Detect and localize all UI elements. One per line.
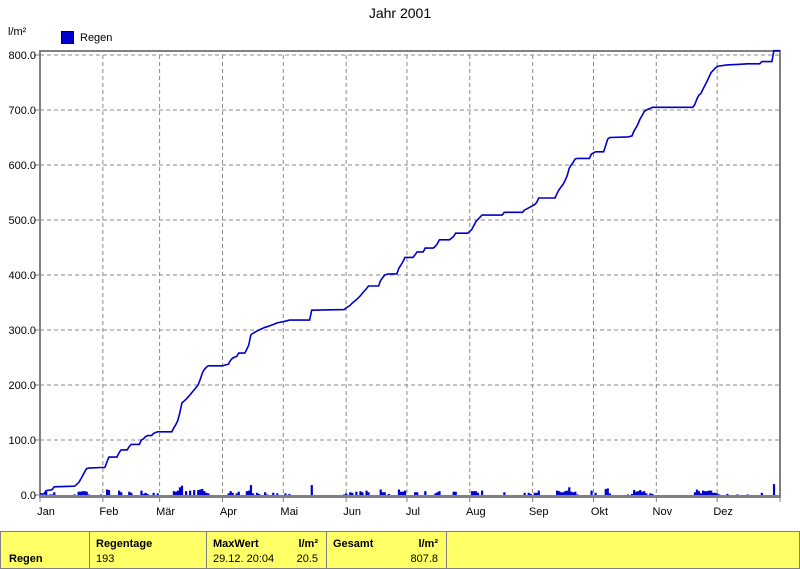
maxwert-value: 20.5 (296, 553, 318, 565)
x-tick-label: Mär (156, 506, 175, 518)
regentage-value: 193 (96, 553, 115, 565)
table-cell-empty (446, 532, 800, 568)
x-tick-label: Jul (406, 506, 420, 518)
table-cell-maxwert: MaxWert l/m² 29.12. 20:04 20.5 (206, 532, 326, 568)
y-tick-label: 700.0 (8, 105, 36, 117)
legend: Regen (61, 31, 112, 44)
legend-blue-square-icon (61, 31, 74, 44)
x-tick-label: Jan (37, 506, 55, 518)
y-tick-label: 0.0 (21, 490, 36, 502)
maxwert-unit-label: l/m² (298, 538, 318, 550)
x-tick-label: Dez (713, 506, 733, 518)
summary-table: Regen Regentage 193 MaxWert l/m² 29.12. … (0, 531, 800, 569)
y-tick-label: 600.0 (8, 160, 36, 172)
y-tick-label: 400.0 (8, 270, 36, 282)
y-tick-label: 800.0 (8, 50, 36, 62)
x-tick-label: Jun (343, 506, 361, 518)
legend-label: Regen (80, 31, 113, 44)
y-tick-label: 200.0 (8, 380, 36, 392)
gesamt-unit-label: l/m² (418, 538, 438, 550)
table-row-label: Regen (9, 553, 43, 565)
x-tick-label: Mai (280, 506, 298, 518)
y-tick-label: 300.0 (8, 325, 36, 337)
gesamt-header: Gesamt (333, 538, 374, 550)
maxwert-header: MaxWert (213, 538, 259, 550)
x-tick-label: Okt (591, 506, 608, 518)
maxwert-datetime: 29.12. 20:04 (213, 553, 275, 565)
table-cell-regentage: Regentage 193 (89, 532, 206, 568)
y-axis-unit-label: l/m² (8, 26, 27, 38)
x-tick-label: Aug (466, 506, 486, 518)
y-tick-label: 100.0 (8, 435, 36, 447)
x-tick-label: Feb (99, 506, 118, 518)
table-cell-series: Regen (1, 532, 89, 568)
x-tick-label: Sep (529, 506, 549, 518)
x-tick-label: Nov (653, 506, 673, 518)
regentage-header: Regentage (96, 538, 153, 550)
y-tick-label: 500.0 (8, 215, 36, 227)
plot-area: 0.0 100.0 200.0 300.0 400.0 500.0 600.0 700.0 80… (8, 49, 781, 518)
rain-chart-region: Jahr 2001 l/m² Regen 0.0 100.0 200.0 300.0 4… (8, 5, 781, 518)
gesamt-value: 807.8 (410, 553, 438, 565)
x-tick-label: Apr (220, 506, 237, 518)
chart-title: Jahr 2001 (368, 5, 432, 21)
table-cell-gesamt: Gesamt l/m² 807.8 (326, 532, 446, 568)
